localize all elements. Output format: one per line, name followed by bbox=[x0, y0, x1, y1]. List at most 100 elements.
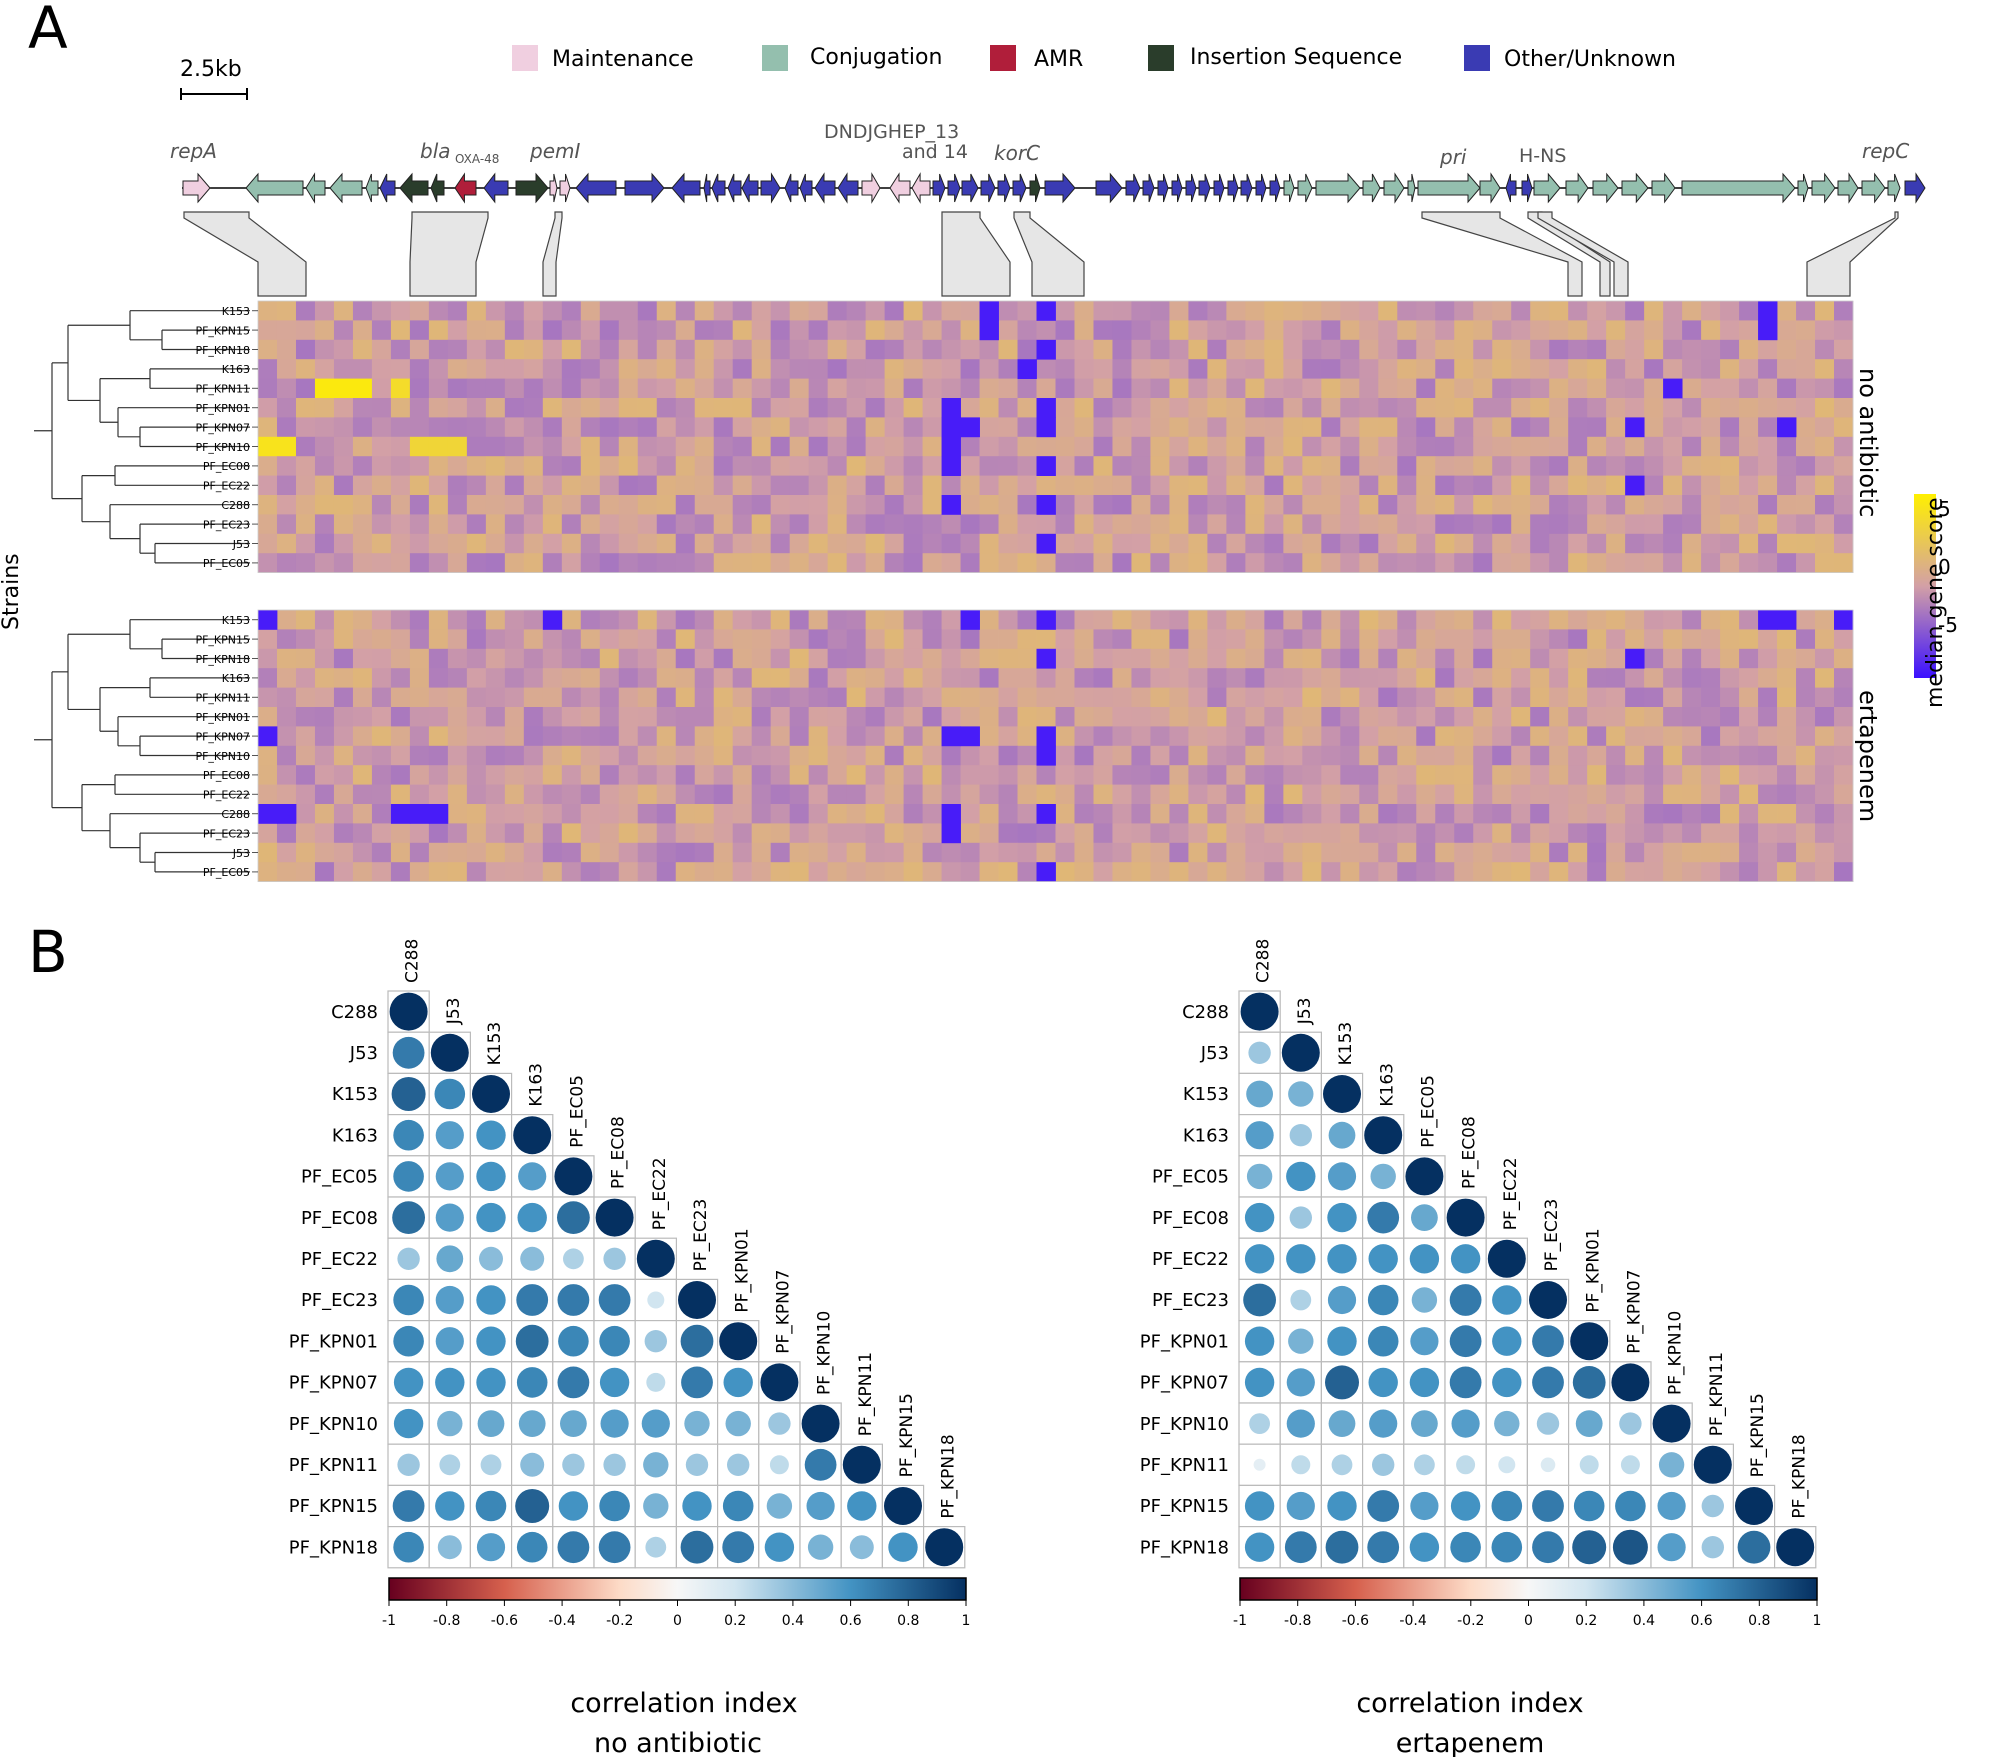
heatmap-cell bbox=[1359, 320, 1379, 341]
heatmap-cell bbox=[333, 378, 354, 399]
heatmap-cell bbox=[1758, 475, 1778, 496]
facet-label-no-antibiotic: no antibiotic bbox=[1854, 368, 1882, 517]
heatmap-cell bbox=[1397, 417, 1417, 438]
heatmap-cell bbox=[1644, 436, 1664, 457]
heatmap-cell bbox=[466, 398, 487, 418]
heatmap-cell bbox=[827, 475, 848, 496]
heatmap-cell bbox=[979, 784, 999, 805]
heatmap-cell bbox=[1321, 687, 1341, 708]
heatmap-cell bbox=[1359, 456, 1379, 476]
heatmap-cell bbox=[1074, 668, 1094, 688]
heatmap-cell bbox=[1131, 475, 1151, 496]
heatmap-cell bbox=[1815, 553, 1835, 573]
heatmap-cell bbox=[1378, 668, 1398, 688]
heatmap-cell bbox=[1530, 784, 1550, 805]
heatmap-cell bbox=[1378, 359, 1398, 379]
heatmap-cell bbox=[846, 514, 867, 535]
heatmap-cell bbox=[1207, 456, 1227, 476]
heatmap-cell bbox=[1606, 533, 1626, 554]
heatmap-cell bbox=[675, 804, 696, 824]
heatmap-cell bbox=[447, 745, 468, 766]
heatmap-cell bbox=[1511, 823, 1531, 844]
heatmap-cell bbox=[447, 339, 468, 360]
heatmap-cell bbox=[1378, 514, 1398, 535]
heatmap-cell bbox=[1416, 862, 1436, 882]
heatmap-cell bbox=[1682, 320, 1702, 341]
heatmap-cell bbox=[1150, 320, 1170, 341]
heatmap-cell bbox=[846, 301, 867, 321]
heatmap-cell bbox=[675, 610, 696, 630]
heatmap-cell bbox=[1511, 320, 1531, 341]
heatmap-cell bbox=[1682, 301, 1702, 321]
strain-label: PF_KPN10 bbox=[195, 750, 250, 763]
heatmap-cell bbox=[1321, 436, 1341, 457]
heatmap-cell bbox=[276, 514, 297, 535]
heatmap-cell bbox=[713, 745, 734, 766]
heatmap-cell bbox=[1340, 862, 1360, 882]
heatmap-cell bbox=[409, 553, 430, 573]
heatmap-cell bbox=[1473, 726, 1493, 747]
heatmap-cell bbox=[1416, 495, 1436, 515]
matrix-row-label: PF_KPN10 bbox=[289, 1414, 378, 1435]
matrix-row-label: PF_EC23 bbox=[1152, 1290, 1229, 1311]
heatmap-cell bbox=[1720, 842, 1740, 863]
strain-label: K153 bbox=[222, 614, 250, 627]
heatmap-cell bbox=[1568, 533, 1588, 554]
heatmap-cell bbox=[1302, 359, 1322, 379]
heatmap-cell bbox=[656, 398, 677, 418]
heatmap-cell bbox=[542, 629, 563, 650]
heatmap-cell bbox=[1473, 533, 1493, 554]
heatmap-cell bbox=[694, 862, 715, 882]
heatmap-cell bbox=[1188, 765, 1208, 785]
heatmap-cell bbox=[618, 533, 639, 554]
heatmap-cell bbox=[258, 745, 278, 766]
heatmap-cell bbox=[1169, 862, 1189, 882]
heatmap-cell bbox=[523, 320, 544, 341]
heatmap-cell bbox=[580, 495, 601, 515]
gene-arrow bbox=[379, 173, 396, 203]
heatmap-cell bbox=[1492, 823, 1512, 844]
heatmap-cell bbox=[1720, 629, 1740, 650]
heatmap-cell bbox=[1321, 804, 1341, 824]
heatmap-cell bbox=[504, 687, 525, 708]
heatmap-cell bbox=[1283, 359, 1303, 379]
heatmap-cell bbox=[1834, 339, 1854, 360]
heatmap-cell bbox=[618, 629, 639, 650]
heatmap-cell bbox=[1815, 398, 1835, 418]
heatmap-cell bbox=[1321, 553, 1341, 573]
heatmap-cell bbox=[466, 339, 487, 360]
heatmap-cell bbox=[1720, 436, 1740, 457]
heatmap-cell bbox=[1150, 301, 1170, 321]
heatmap-cell bbox=[580, 823, 601, 844]
heatmap-cell bbox=[732, 765, 753, 785]
heatmap-cell bbox=[447, 765, 468, 785]
matrix-col-label: PF_EC08 bbox=[1460, 1116, 1480, 1189]
correlation-circle bbox=[682, 1491, 712, 1521]
heatmap-cell bbox=[447, 553, 468, 573]
heatmap-cell bbox=[1492, 765, 1512, 785]
heatmap-cell bbox=[276, 553, 297, 573]
heatmap-cell bbox=[1739, 398, 1759, 418]
heatmap-cell bbox=[751, 687, 772, 708]
heatmap-cell bbox=[941, 687, 961, 708]
heatmap-cell bbox=[1644, 533, 1664, 554]
heatmap-cell bbox=[314, 378, 335, 399]
heatmap-cell bbox=[1435, 417, 1455, 438]
heatmap-cell bbox=[276, 436, 297, 457]
heatmap-cell bbox=[561, 533, 582, 554]
heatmap-cell bbox=[1796, 784, 1816, 805]
heatmap-cell bbox=[1397, 862, 1417, 882]
correlation-circle bbox=[1498, 1456, 1516, 1474]
heatmap-cell bbox=[618, 745, 639, 766]
heatmap-cell bbox=[1492, 436, 1512, 457]
heatmap-cell bbox=[1264, 339, 1284, 360]
heatmap-cell bbox=[1017, 648, 1037, 669]
heatmap-cell bbox=[485, 726, 506, 747]
correlation-circle bbox=[1411, 1204, 1438, 1231]
heatmap-cell bbox=[1530, 456, 1550, 476]
correlation-circle bbox=[641, 1409, 670, 1438]
heatmap-cell bbox=[884, 648, 904, 669]
heatmap-cell bbox=[1340, 553, 1360, 573]
heatmap-cell-low bbox=[1036, 745, 1056, 766]
heatmap-cell bbox=[770, 842, 791, 863]
